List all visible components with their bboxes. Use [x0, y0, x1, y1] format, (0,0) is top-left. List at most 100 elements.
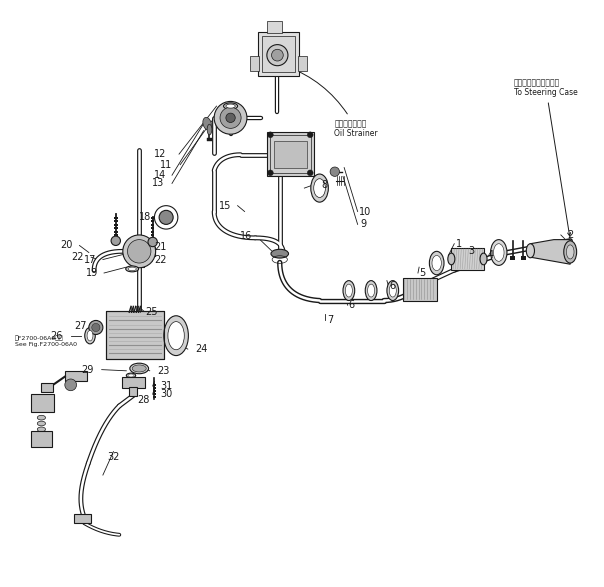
- Ellipse shape: [128, 267, 137, 271]
- Ellipse shape: [207, 124, 212, 135]
- Bar: [121, 377, 145, 389]
- Bar: [510, 256, 515, 259]
- Text: 12: 12: [154, 149, 166, 159]
- Text: 16: 16: [240, 231, 252, 241]
- Ellipse shape: [368, 284, 374, 297]
- Bar: [151, 220, 155, 222]
- Bar: [31, 430, 52, 447]
- Bar: [153, 384, 156, 386]
- Circle shape: [268, 132, 273, 138]
- Ellipse shape: [448, 253, 455, 265]
- Bar: [31, 394, 54, 412]
- Text: 18: 18: [139, 212, 151, 222]
- Polygon shape: [530, 239, 570, 264]
- Ellipse shape: [164, 316, 188, 356]
- Text: 26: 26: [51, 330, 63, 340]
- Ellipse shape: [365, 281, 377, 301]
- Text: 22: 22: [72, 252, 84, 262]
- Text: 23: 23: [157, 366, 169, 376]
- Bar: [123, 247, 155, 256]
- Circle shape: [220, 107, 241, 129]
- Circle shape: [214, 102, 247, 134]
- Ellipse shape: [130, 363, 149, 374]
- Text: 6: 6: [349, 300, 355, 310]
- Circle shape: [330, 167, 339, 176]
- Text: 13: 13: [152, 178, 164, 188]
- Bar: [151, 227, 155, 229]
- Text: ステアリングケースへ
To Steering Case: ステアリングケースへ To Steering Case: [514, 78, 578, 236]
- Circle shape: [159, 210, 173, 224]
- Bar: [135, 235, 144, 267]
- Ellipse shape: [345, 284, 352, 297]
- Ellipse shape: [271, 249, 289, 258]
- Bar: [274, 141, 307, 168]
- Circle shape: [127, 239, 151, 263]
- Text: 22: 22: [155, 255, 167, 265]
- Ellipse shape: [493, 244, 504, 261]
- Text: 27: 27: [74, 321, 86, 330]
- Ellipse shape: [37, 416, 45, 420]
- Bar: [114, 220, 118, 222]
- Circle shape: [148, 237, 158, 247]
- Circle shape: [111, 236, 120, 245]
- Circle shape: [226, 113, 235, 123]
- Bar: [262, 36, 295, 72]
- Ellipse shape: [526, 244, 535, 258]
- Ellipse shape: [85, 328, 95, 344]
- Bar: [106, 311, 164, 359]
- Bar: [153, 390, 156, 392]
- Text: 7: 7: [327, 315, 333, 325]
- Bar: [114, 231, 118, 232]
- Text: 4: 4: [487, 251, 493, 261]
- Ellipse shape: [168, 322, 184, 350]
- Text: 32: 32: [108, 453, 120, 463]
- Text: 図F2700-06A0参照
See Fig.F2700-06A0: 図F2700-06A0参照 See Fig.F2700-06A0: [15, 336, 77, 348]
- Text: 24: 24: [196, 344, 208, 354]
- Text: 6: 6: [390, 282, 396, 292]
- Bar: [267, 133, 313, 176]
- Ellipse shape: [132, 365, 146, 372]
- Text: 9: 9: [361, 220, 367, 230]
- Text: 19: 19: [86, 268, 98, 278]
- Bar: [207, 138, 212, 141]
- Text: 5: 5: [419, 268, 425, 278]
- Circle shape: [123, 235, 156, 268]
- Text: 29: 29: [82, 365, 94, 375]
- Text: 2: 2: [567, 230, 573, 240]
- Circle shape: [92, 323, 100, 332]
- Text: 11: 11: [159, 160, 172, 170]
- Circle shape: [267, 45, 288, 66]
- Bar: [521, 256, 525, 259]
- Text: 30: 30: [160, 389, 173, 399]
- Bar: [451, 248, 484, 270]
- Bar: [129, 387, 138, 396]
- Ellipse shape: [429, 251, 444, 275]
- Text: 10: 10: [359, 207, 371, 217]
- Ellipse shape: [389, 284, 396, 297]
- Bar: [106, 311, 164, 359]
- Bar: [153, 396, 156, 398]
- Ellipse shape: [223, 103, 237, 109]
- Ellipse shape: [490, 239, 507, 265]
- Bar: [151, 231, 155, 232]
- Bar: [74, 514, 91, 523]
- Bar: [151, 238, 155, 239]
- Bar: [114, 238, 118, 239]
- Ellipse shape: [226, 104, 235, 108]
- Text: 1: 1: [456, 239, 462, 249]
- Ellipse shape: [311, 174, 329, 202]
- Ellipse shape: [128, 374, 134, 377]
- Bar: [251, 56, 259, 71]
- Ellipse shape: [432, 255, 442, 271]
- Circle shape: [307, 132, 313, 138]
- Ellipse shape: [343, 281, 355, 301]
- Text: 14: 14: [154, 170, 166, 180]
- Text: 17: 17: [83, 255, 96, 265]
- Text: 15: 15: [219, 201, 232, 211]
- Bar: [42, 383, 53, 392]
- Text: 20: 20: [60, 241, 72, 251]
- Ellipse shape: [387, 281, 399, 301]
- Ellipse shape: [313, 178, 326, 197]
- Ellipse shape: [126, 266, 138, 272]
- Text: オイルストレナ
Oil Strainer: オイルストレナ Oil Strainer: [287, 66, 378, 139]
